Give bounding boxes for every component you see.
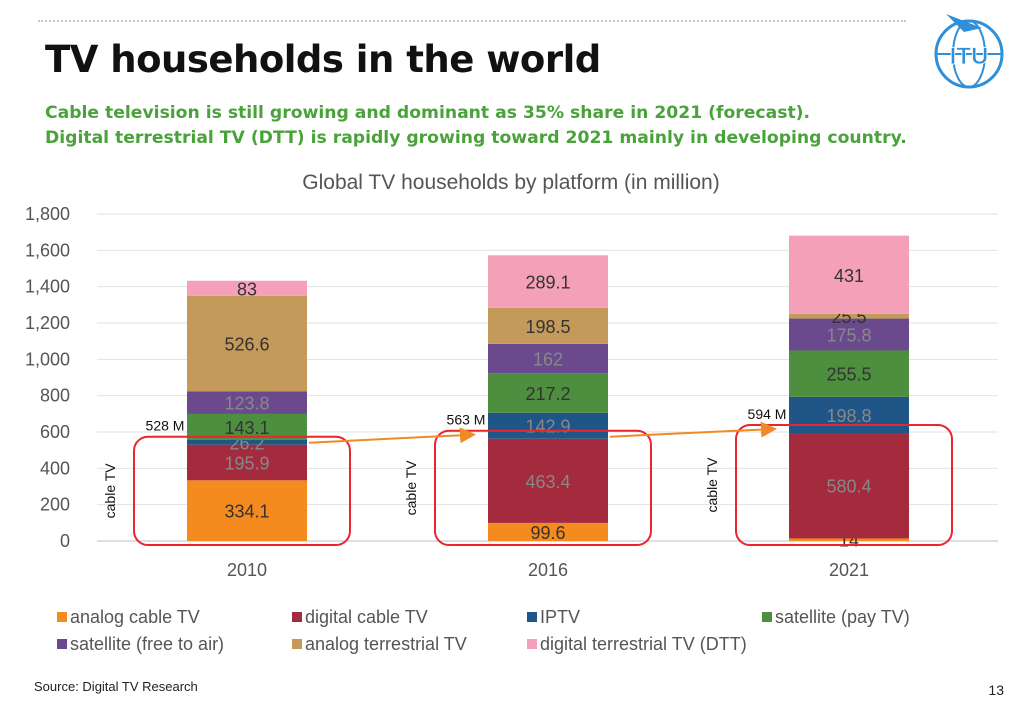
y-tick-label: 1,000 [25,349,70,369]
legend-label-satellite-pay-tv: satellite (pay TV) [775,607,910,627]
y-tick-label: 1,200 [25,313,70,333]
bar-segment-satellite-free-to-air-2021 [789,318,909,351]
source-note: Source: Digital TV Research [34,679,198,694]
legend-label-satellite-free-to-air: satellite (free to air) [70,634,224,654]
bar-segment-digital-terrestrial-tv-dtt-2021 [789,235,909,314]
bar-segment-digital-cable-tv-2021 [789,433,909,539]
bar-segment-satellite-free-to-air-2016 [488,343,608,374]
legend-swatch-digital-cable-tv [292,612,302,622]
legend-swatch-digital-terrestrial-tv-dtt [527,639,537,649]
bar-segment-digital-terrestrial-tv-dtt-2016 [488,255,608,308]
legend-label-analog-terrestrial-tv: analog terrestrial TV [305,634,467,654]
subtitle-line-1: Cable television is still growing and do… [45,103,811,123]
chart-bars: 334.1195.926.2143.1123.8526.68399.6463.4… [187,235,909,551]
chart-legend: analog cable TV digital cable TV IPTV satel… [57,607,910,654]
x-tick-label: 2016 [528,560,568,580]
data-label-satellite-pay-tv-2021: 255.5 [826,365,871,385]
cable-highlight-box-2010 [133,435,351,547]
data-label-iptv-2021: 198.8 [826,406,871,426]
data-label-digital-cable-tv-2016: 463.4 [525,472,570,492]
y-axis-ticks: 0 200 400 600 800 1,000 1,200 1,400 1,600 1,800 [25,204,70,551]
bar-segment-analog-cable-tv-2016 [488,522,608,541]
legend-swatch-analog-cable-tv [57,612,67,622]
slide-title: TV households in the world [45,38,601,81]
data-label-digital-terrestrial-tv-dtt-2021: 431 [834,266,864,286]
cable-tv-label: cable TV [403,460,419,516]
bar-segment-iptv-2021 [789,396,909,434]
data-label-satellite-pay-tv-2010: 143.1 [224,418,269,438]
x-tick-label: 2021 [829,560,869,580]
bar-segment-analog-terrestrial-tv-2021 [789,313,909,319]
bar-segment-analog-cable-tv-2021 [789,538,909,541]
cable-tv-label: cable TV [704,457,720,513]
data-label-digital-cable-tv-2021: 580.4 [826,477,871,497]
page-number: 13 [988,682,1004,698]
bar-segment-analog-terrestrial-tv-2010 [187,295,307,392]
legend-label-analog-cable-tv: analog cable TV [70,607,200,627]
y-tick-label: 600 [40,422,70,442]
legend-swatch-satellite-pay-tv [762,612,772,622]
data-label-digital-terrestrial-tv-dtt-2016: 289.1 [525,273,570,293]
y-tick-label: 400 [40,458,70,478]
cable-highlight-box-2021 [735,424,953,546]
bar-segment-iptv-2016 [488,412,608,439]
x-tick-label: 2010 [227,560,267,580]
logo-text: ITU [950,43,989,70]
y-tick-label: 0 [60,531,70,551]
data-label-satellite-free-to-air-2021: 175.8 [826,326,871,346]
cable-total-label-2010: 528 M [146,418,185,434]
bar-segment-analog-terrestrial-tv-2016 [488,307,608,344]
bar-segment-satellite-pay-tv-2021 [789,350,909,397]
cable-total-label-2016: 563 M [447,412,486,428]
data-label-analog-terrestrial-tv-2016: 198.5 [525,317,570,337]
data-label-digital-terrestrial-tv-dtt-2010: 83 [237,279,257,299]
bar-segment-satellite-free-to-air-2010 [187,391,307,414]
y-tick-label: 1,600 [25,240,70,260]
data-label-satellite-pay-tv-2016: 217.2 [525,384,570,404]
bar-segment-analog-cable-tv-2010 [187,480,307,541]
legend-label-iptv: IPTV [540,607,580,627]
subtitle-line-2: Digital terrestrial TV (DTT) is rapidly … [45,128,907,148]
bar-segment-satellite-pay-tv-2010 [187,413,307,440]
bar-segment-iptv-2010 [187,439,307,445]
legend-swatch-iptv [527,612,537,622]
legend-swatch-analog-terrestrial-tv [292,639,302,649]
y-tick-label: 200 [40,495,70,515]
data-label-satellite-free-to-air-2010: 123.8 [224,394,269,414]
cable-tv-label: cable TV [102,463,118,519]
data-label-analog-cable-tv-2010: 334.1 [224,502,269,522]
growth-arrow [609,421,777,438]
cable-annotations: cable TV 528 M cable TV 563 M cable TV 594 M [102,406,953,547]
bar-segment-digital-terrestrial-tv-dtt-2010 [187,280,307,296]
data-label-satellite-free-to-air-2016: 162 [533,350,563,370]
slide-subtitle: Cable television is still growing and do… [45,101,907,151]
itu-logo: ITU [934,14,1004,89]
cable-highlight-box-2016 [434,429,652,547]
data-label-analog-cable-tv-2016: 99.6 [530,523,565,543]
y-tick-label: 800 [40,386,70,406]
data-label-iptv-2016: 142.9 [525,417,570,437]
y-tick-label: 1,800 [25,204,70,224]
logo-lightning [946,14,982,32]
data-label-analog-terrestrial-tv-2010: 526.6 [224,335,269,355]
bar-segment-digital-cable-tv-2010 [187,444,307,481]
y-tick-label: 1,400 [25,277,70,297]
growth-arrow [308,427,476,444]
chart-title: Global TV households by platform (in mil… [302,171,719,194]
x-axis-ticks: 2010 2016 2021 [227,560,869,580]
legend-label-digital-cable-tv: digital cable TV [305,607,428,627]
legend-label-digital-terrestrial-tv-dtt: digital terrestrial TV (DTT) [540,634,747,654]
top-divider [38,20,906,22]
data-label-digital-cable-tv-2010: 195.9 [224,454,269,474]
cable-total-label-2021: 594 M [748,406,787,422]
bar-segment-digital-cable-tv-2016 [488,438,608,523]
bar-segment-satellite-pay-tv-2016 [488,373,608,413]
legend-swatch-satellite-free-to-air [57,639,67,649]
